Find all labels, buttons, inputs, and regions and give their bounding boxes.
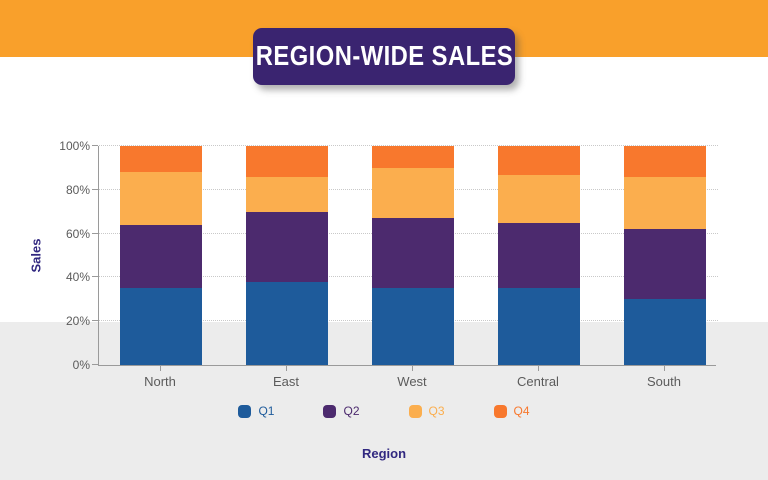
bar-segment-central-q4 xyxy=(498,146,580,175)
y-tick-mark-100 xyxy=(92,145,98,146)
x-tick-label-south: South xyxy=(647,374,681,389)
x-tick-label-north: North xyxy=(144,374,176,389)
y-axis-tick-labels: 0% 20% 40% 60% 80% 100% xyxy=(38,139,90,372)
legend-label-q1: Q1 xyxy=(258,404,275,418)
x-axis-title: Region xyxy=(0,446,768,461)
legend-item-q3: Q3 xyxy=(408,404,445,418)
bar-segment-south-q3 xyxy=(624,176,706,230)
x-tick-cell-west: West xyxy=(371,366,453,389)
bar-segment-west-q2 xyxy=(372,218,454,289)
x-axis-title-text: Region xyxy=(361,446,407,461)
x-tick-cell-north: North xyxy=(119,366,201,389)
x-tick-mark-south xyxy=(663,366,665,371)
bar-east xyxy=(246,146,328,365)
x-tick-label-east: East xyxy=(272,374,299,389)
bar-segment-central-q1 xyxy=(498,288,580,365)
bar-segment-north-q2 xyxy=(120,224,202,289)
bar-segment-central-q2 xyxy=(498,222,580,289)
bar-segment-west-q4 xyxy=(372,146,454,168)
y-tick-mark-80 xyxy=(92,188,98,190)
legend-label-q2: Q2 xyxy=(343,404,360,418)
legend-swatch-q4 xyxy=(493,404,507,418)
bar-segment-north-q1 xyxy=(120,288,202,365)
legend-item-q1: Q1 xyxy=(238,404,274,418)
y-tick-label-100%: 100% xyxy=(59,139,90,153)
y-tick-label-0%: 0% xyxy=(72,358,90,372)
legend-swatch-q2 xyxy=(323,404,337,418)
x-tick-cell-south: South xyxy=(623,366,705,389)
bar-segment-west-q3 xyxy=(372,167,454,219)
y-tick-label-60%: 60% xyxy=(65,226,90,241)
x-tick-label-west: West xyxy=(397,374,427,389)
plot-area xyxy=(92,145,718,366)
bar-segment-north-q4 xyxy=(120,146,202,173)
x-tick-cell-central: Central xyxy=(497,366,579,389)
bars xyxy=(99,146,716,365)
bar-segment-south-q1 xyxy=(624,299,706,365)
bar-segment-south-q2 xyxy=(624,229,706,300)
bar-segment-west-q1 xyxy=(372,288,454,365)
bar-west xyxy=(372,146,454,365)
gridline-100 xyxy=(99,145,718,146)
y-tick-label-20%: 20% xyxy=(65,314,90,329)
bar-segment-north-q3 xyxy=(120,172,202,225)
legend-item-q4: Q4 xyxy=(493,404,530,418)
legend-label-q3: Q3 xyxy=(428,404,445,418)
chart-title-box: REGION-WIDE SALES xyxy=(253,28,515,85)
chart-title: REGION-WIDE SALES xyxy=(255,40,513,72)
legend: Q1 Q2 Q3 Q4 xyxy=(0,404,768,418)
bar-segment-east-q4 xyxy=(246,146,328,177)
legend-swatch-q3 xyxy=(408,404,422,418)
bar-central xyxy=(498,146,580,365)
y-tick-mark-0 xyxy=(92,364,98,365)
bar-segment-east-q2 xyxy=(246,211,328,282)
y-tick-label-40%: 40% xyxy=(65,270,90,285)
bar-north xyxy=(120,146,202,365)
y-tick-mark-40 xyxy=(92,276,98,278)
x-tick-mark-west xyxy=(411,366,413,371)
legend-swatch-q1 xyxy=(238,404,252,418)
y-tick-mark-20 xyxy=(92,320,98,322)
x-tick-cell-east: East xyxy=(245,366,327,389)
bar-segment-central-q3 xyxy=(498,174,580,223)
y-tick-mark-60 xyxy=(92,232,98,234)
legend-item-q2: Q2 xyxy=(323,404,360,418)
bar-segment-south-q4 xyxy=(624,146,706,177)
bar-segment-east-q3 xyxy=(246,176,328,212)
x-tick-mark-central xyxy=(537,366,539,371)
bar-south xyxy=(624,146,706,365)
bar-segment-east-q1 xyxy=(246,281,328,365)
legend-label-q4: Q4 xyxy=(513,404,530,418)
x-tick-mark-north xyxy=(159,366,161,371)
y-tick-label-80%: 80% xyxy=(65,182,90,197)
x-tick-mark-east xyxy=(285,366,287,371)
x-axis-tick-labels: North East West Central South xyxy=(98,366,715,389)
x-tick-label-central: Central xyxy=(517,374,559,389)
